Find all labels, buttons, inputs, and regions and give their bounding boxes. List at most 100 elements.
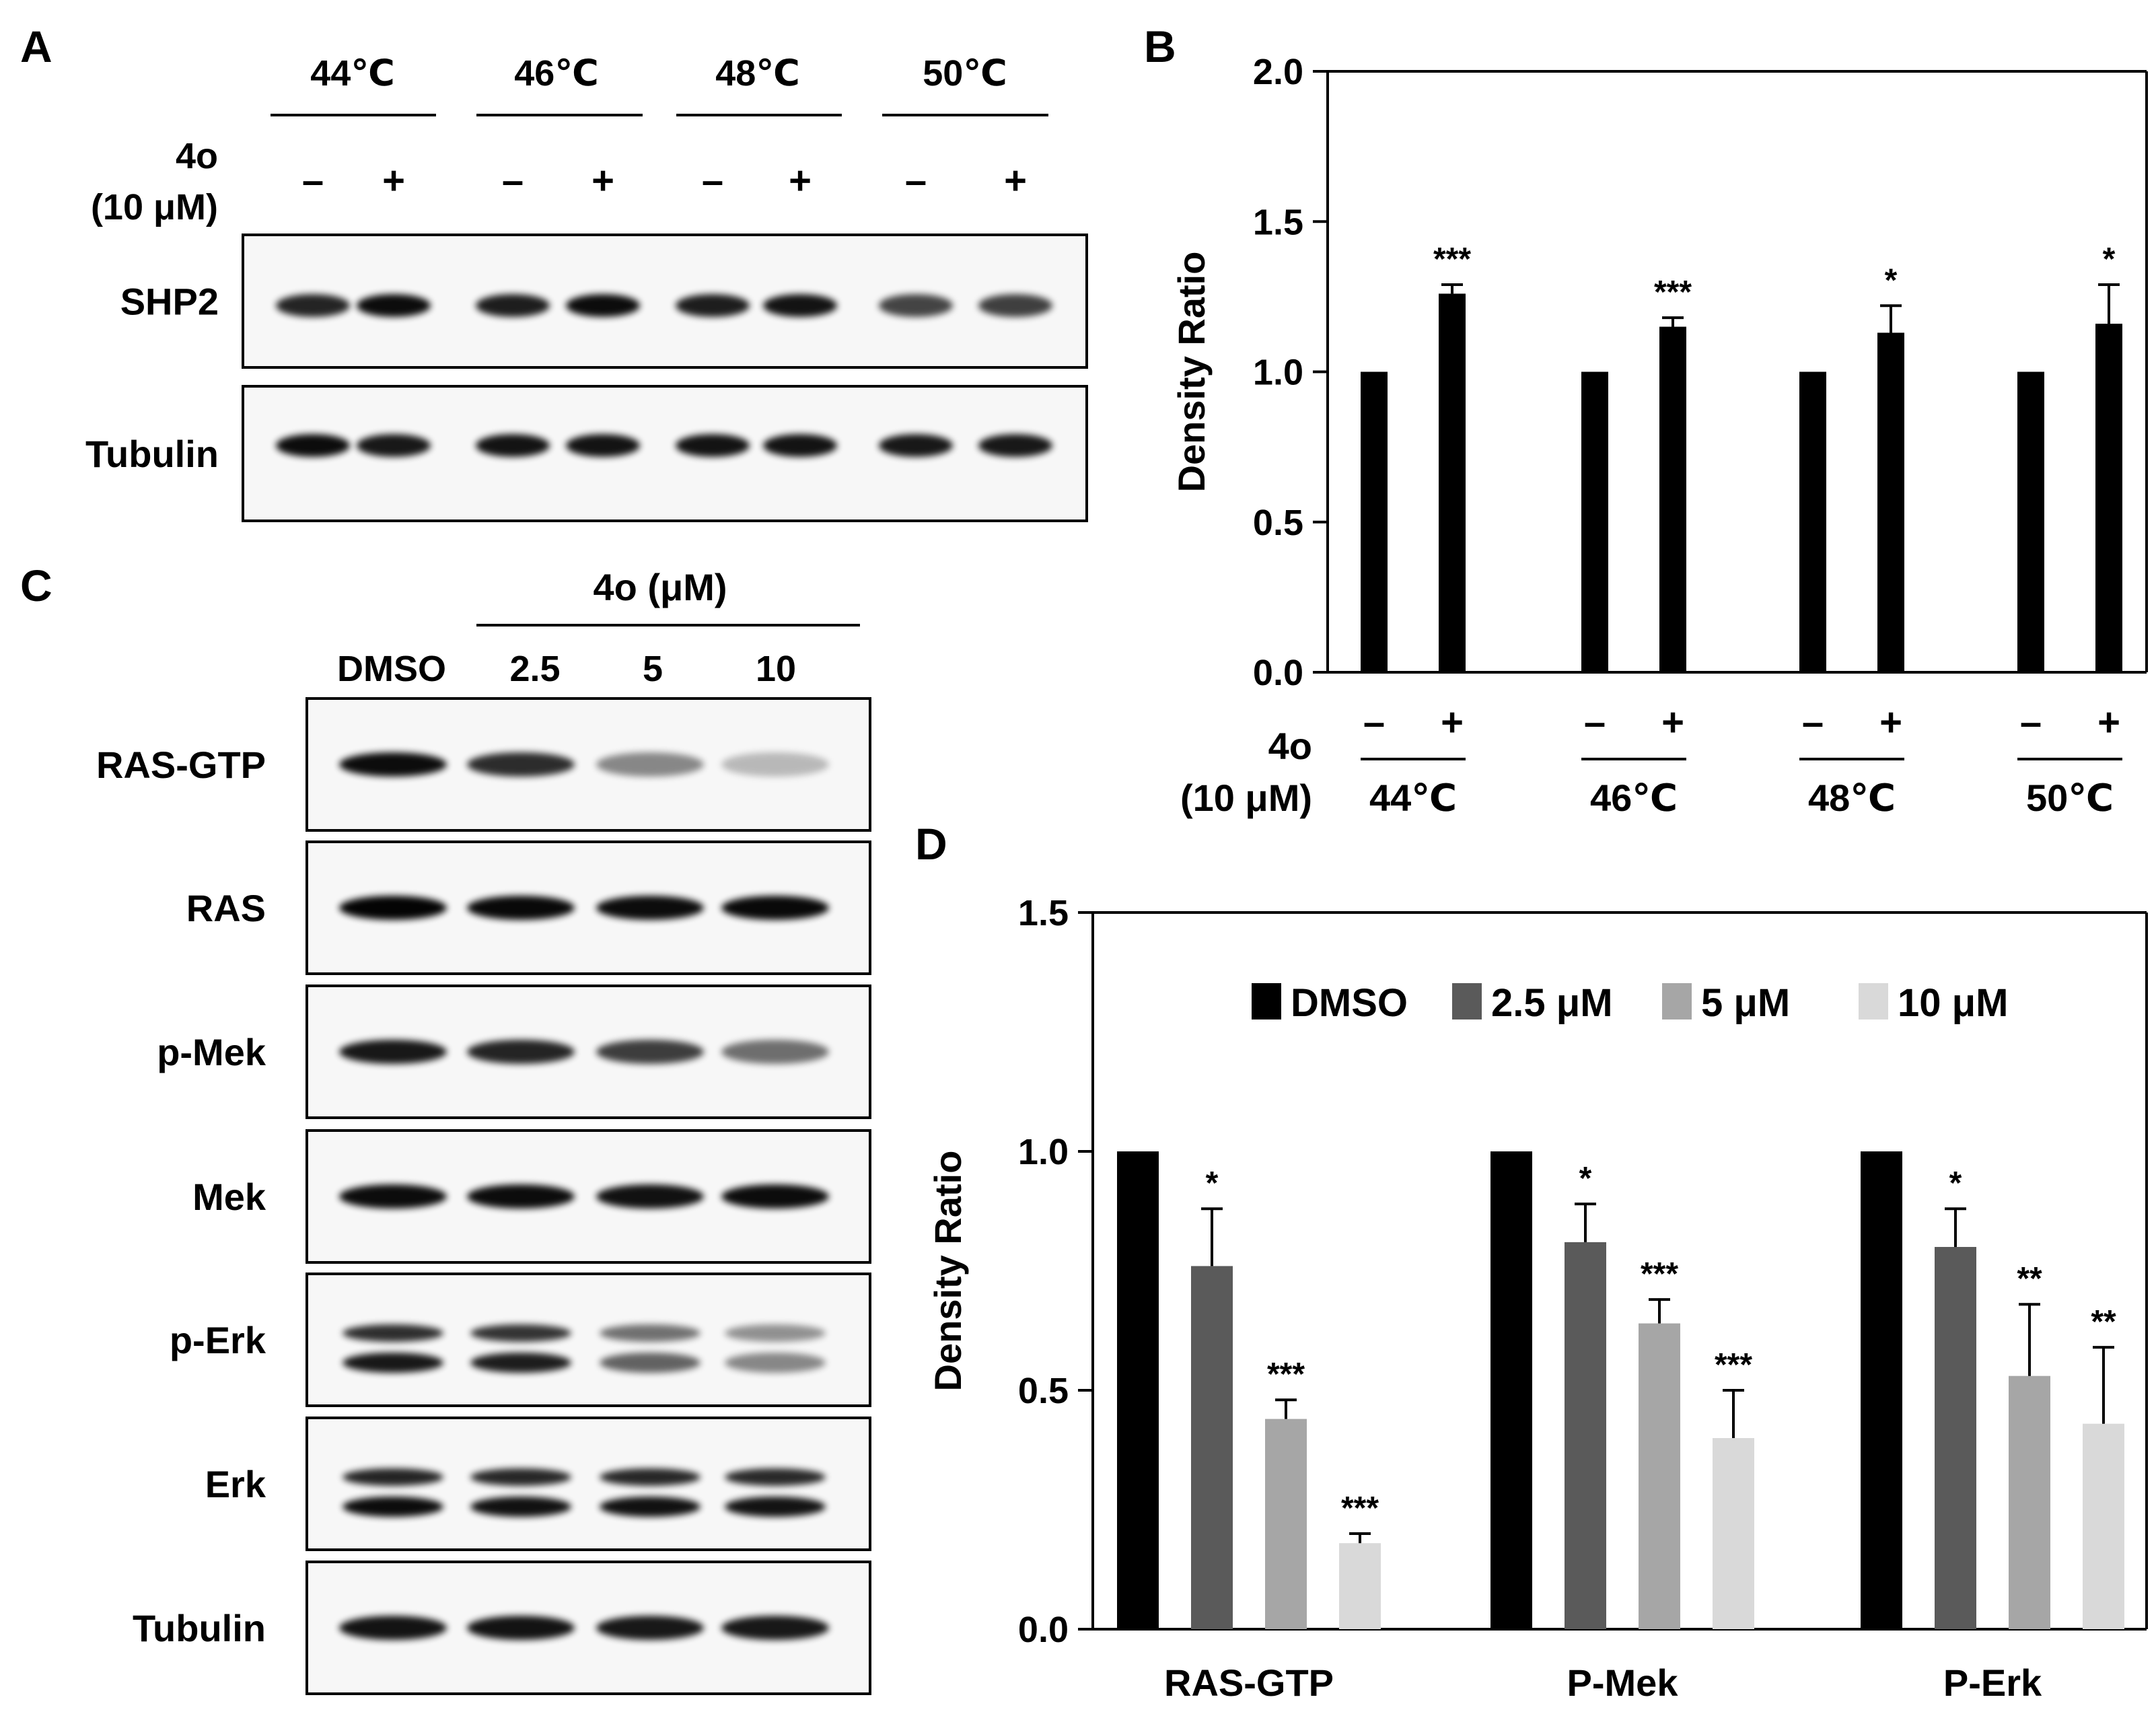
bar-s0-c2 (1861, 1151, 1902, 1629)
panel-b: B 0.0 0.5 1.0 1.5 2.0 Density Ratio – *** +44℃ – *… (1144, 22, 2148, 819)
legend-label: 2.5 μM (1491, 981, 1613, 1025)
bar-s3-c1 (1713, 1438, 1754, 1629)
bar-s0-c3 (2017, 371, 2044, 672)
blot-label: p-Mek (157, 1031, 266, 1073)
protein-band (879, 434, 953, 457)
protein-band (470, 1497, 571, 1517)
blot-panels: RAS-GTP RAS p-Mek Mek p-Erk Erk Tubulin (96, 697, 871, 1695)
protein-band (721, 1184, 829, 1209)
panel-c: C 4o (μM) DMSO 2.5 5 10 RAS-GTP RAS p-Mek M… (20, 561, 871, 1695)
significance-marker: * (1949, 1166, 1962, 1201)
bar-s2-c0 (1265, 1419, 1307, 1629)
protein-band (339, 1616, 447, 1640)
protein-band (470, 1353, 571, 1373)
treatment-label: 4o (176, 136, 218, 176)
bar-s3-c2 (2083, 1423, 2124, 1629)
protein-band (276, 434, 350, 457)
y-tick-label: 1.5 (1018, 893, 1069, 933)
protein-band (721, 752, 829, 777)
temp-header: 50℃ (923, 53, 1007, 94)
protein-band (467, 1040, 575, 1064)
panel-letter-c: C (20, 561, 52, 610)
legend-item: 2.5 μM (1452, 981, 1613, 1025)
panel-a: A 44℃ 46℃ 48℃ 50℃ 4o (10 μM) – + – + – + – + SH… (20, 22, 1088, 522)
protein-band (343, 1468, 443, 1486)
protein-band (596, 896, 704, 920)
y-axis-label: Density Ratio (1170, 252, 1213, 493)
treatment-sign: + (382, 159, 405, 203)
bar-s3-c0 (1339, 1543, 1381, 1629)
protein-band (339, 896, 447, 920)
protein-band (476, 434, 550, 457)
blot-label: RAS-GTP (96, 744, 266, 786)
treatment-sign: + (1661, 701, 1684, 744)
y-tick-label: 1.0 (1253, 353, 1303, 393)
protein-band (566, 294, 640, 317)
blot-shp2: SHP2 (120, 234, 1088, 369)
treatment-signs: – + – + – + – + (302, 159, 1027, 203)
treatment-sign: – (1363, 701, 1385, 744)
legend-item: 10 μM (1859, 981, 2008, 1025)
blot-panels: SHP2 Tubulin (85, 234, 1088, 522)
protein-band (676, 434, 750, 457)
significance-marker: ** (2091, 1304, 2116, 1340)
significance-marker: *** (1641, 1256, 1678, 1292)
legend-label: 5 μM (1701, 981, 1790, 1025)
protein-band (879, 294, 953, 317)
protein-band (600, 1353, 700, 1373)
legend: DMSO 2.5 μM 5 μM 10 μM (1252, 981, 2008, 1025)
blot-label: Mek (192, 1176, 266, 1218)
protein-band (676, 294, 750, 317)
panel-letter-a: A (20, 22, 52, 71)
protein-band (343, 1353, 443, 1373)
bar-s2-c2 (2009, 1375, 2050, 1629)
protein-band (725, 1324, 826, 1342)
protein-band (339, 752, 447, 777)
temp-header: 44℃ (310, 53, 394, 94)
significance-marker: ** (2017, 1261, 2042, 1297)
protein-band (596, 1040, 704, 1064)
y-axis-label: Density Ratio (927, 1151, 969, 1392)
significance-marker: *** (1341, 1491, 1379, 1526)
significance-marker: *** (1433, 242, 1471, 277)
x-category-label: 46℃ (1590, 777, 1678, 819)
protein-band (357, 294, 431, 317)
protein-band (343, 1324, 443, 1342)
treatment-sign: – (1802, 701, 1824, 744)
treatment-sign: – (1584, 701, 1606, 744)
protein-band (357, 434, 431, 457)
protein-band (596, 752, 704, 777)
significance-marker: * (1206, 1166, 1219, 1201)
protein-band (339, 1184, 447, 1209)
significance-marker: *** (1654, 275, 1692, 310)
significance-marker: * (1885, 262, 1898, 298)
x-category-label: 50℃ (2026, 777, 2114, 819)
lane-label: 2.5 (509, 649, 560, 689)
y-tick-label: 1.5 (1253, 202, 1303, 242)
protein-band (978, 434, 1052, 457)
treatment-sign: + (789, 159, 812, 203)
x-category-label: 48℃ (1808, 777, 1896, 819)
blot-label: Erk (205, 1463, 266, 1505)
blot-label: RAS (186, 887, 266, 929)
lane-label: 10 (756, 649, 796, 689)
bar-s0-c2 (1799, 371, 1826, 672)
significance-marker: * (1579, 1161, 1592, 1196)
protein-band (978, 294, 1052, 317)
legend-item: 5 μM (1662, 981, 1790, 1025)
significance-marker: *** (1267, 1357, 1305, 1392)
bar-s1-c1 (1565, 1242, 1606, 1629)
protein-band (600, 1497, 700, 1517)
treatment-sign: – (702, 159, 723, 203)
x-category-label: P-Erk (1943, 1661, 2042, 1704)
legend-label: DMSO (1291, 981, 1408, 1025)
y-tick-label: 0.0 (1253, 653, 1303, 693)
y-tick-label: 0.0 (1018, 1610, 1069, 1650)
temp-header: 48℃ (715, 53, 799, 94)
x-category-label: 44℃ (1369, 777, 1457, 819)
legend-swatch (1252, 983, 1281, 1019)
blot-label: p-Erk (170, 1319, 266, 1361)
legend-swatch (1859, 983, 1888, 1019)
blot-label: Tubulin (133, 1607, 266, 1649)
